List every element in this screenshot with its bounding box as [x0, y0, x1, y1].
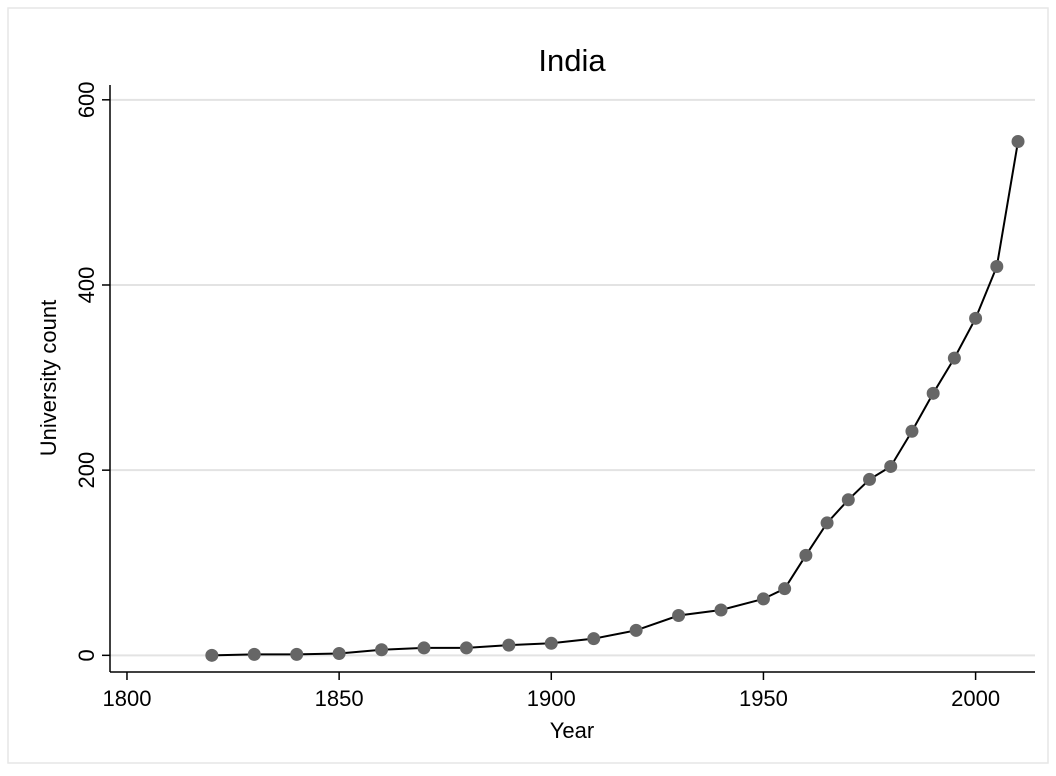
chart-frame	[7, 7, 1049, 764]
point	[778, 582, 792, 596]
point	[544, 636, 558, 650]
point	[247, 647, 261, 661]
point	[629, 623, 643, 637]
x-axis-label: Year	[550, 718, 594, 743]
point	[375, 643, 389, 657]
y-axis-label: University count	[36, 300, 61, 457]
point	[841, 493, 855, 507]
y-tick-label: 200	[74, 452, 99, 489]
point	[990, 259, 1004, 273]
x-tick-label: 1850	[315, 686, 364, 711]
point	[290, 647, 304, 661]
point	[459, 641, 473, 655]
line	[211, 141, 1020, 657]
point	[863, 472, 877, 486]
point	[969, 311, 983, 325]
x-tick-label: 1800	[102, 686, 151, 711]
x-tick-label: 1900	[527, 686, 576, 711]
x-tick-label: 1950	[739, 686, 788, 711]
point	[1011, 134, 1025, 148]
point	[587, 632, 601, 646]
point	[714, 603, 728, 617]
point	[905, 424, 919, 438]
chart-title: India	[538, 43, 606, 78]
point	[672, 609, 686, 623]
point	[926, 386, 940, 400]
x-tick-label: 2000	[951, 686, 1000, 711]
point	[332, 646, 346, 660]
y-tick-label: 400	[74, 267, 99, 304]
y-tick-label: 0	[74, 649, 99, 661]
point	[820, 516, 834, 530]
point	[884, 459, 898, 473]
point	[756, 592, 770, 606]
point	[417, 641, 431, 655]
point	[799, 548, 813, 562]
y-tick-label: 600	[74, 81, 99, 118]
point	[205, 648, 219, 662]
point	[947, 351, 961, 365]
point	[502, 638, 516, 652]
